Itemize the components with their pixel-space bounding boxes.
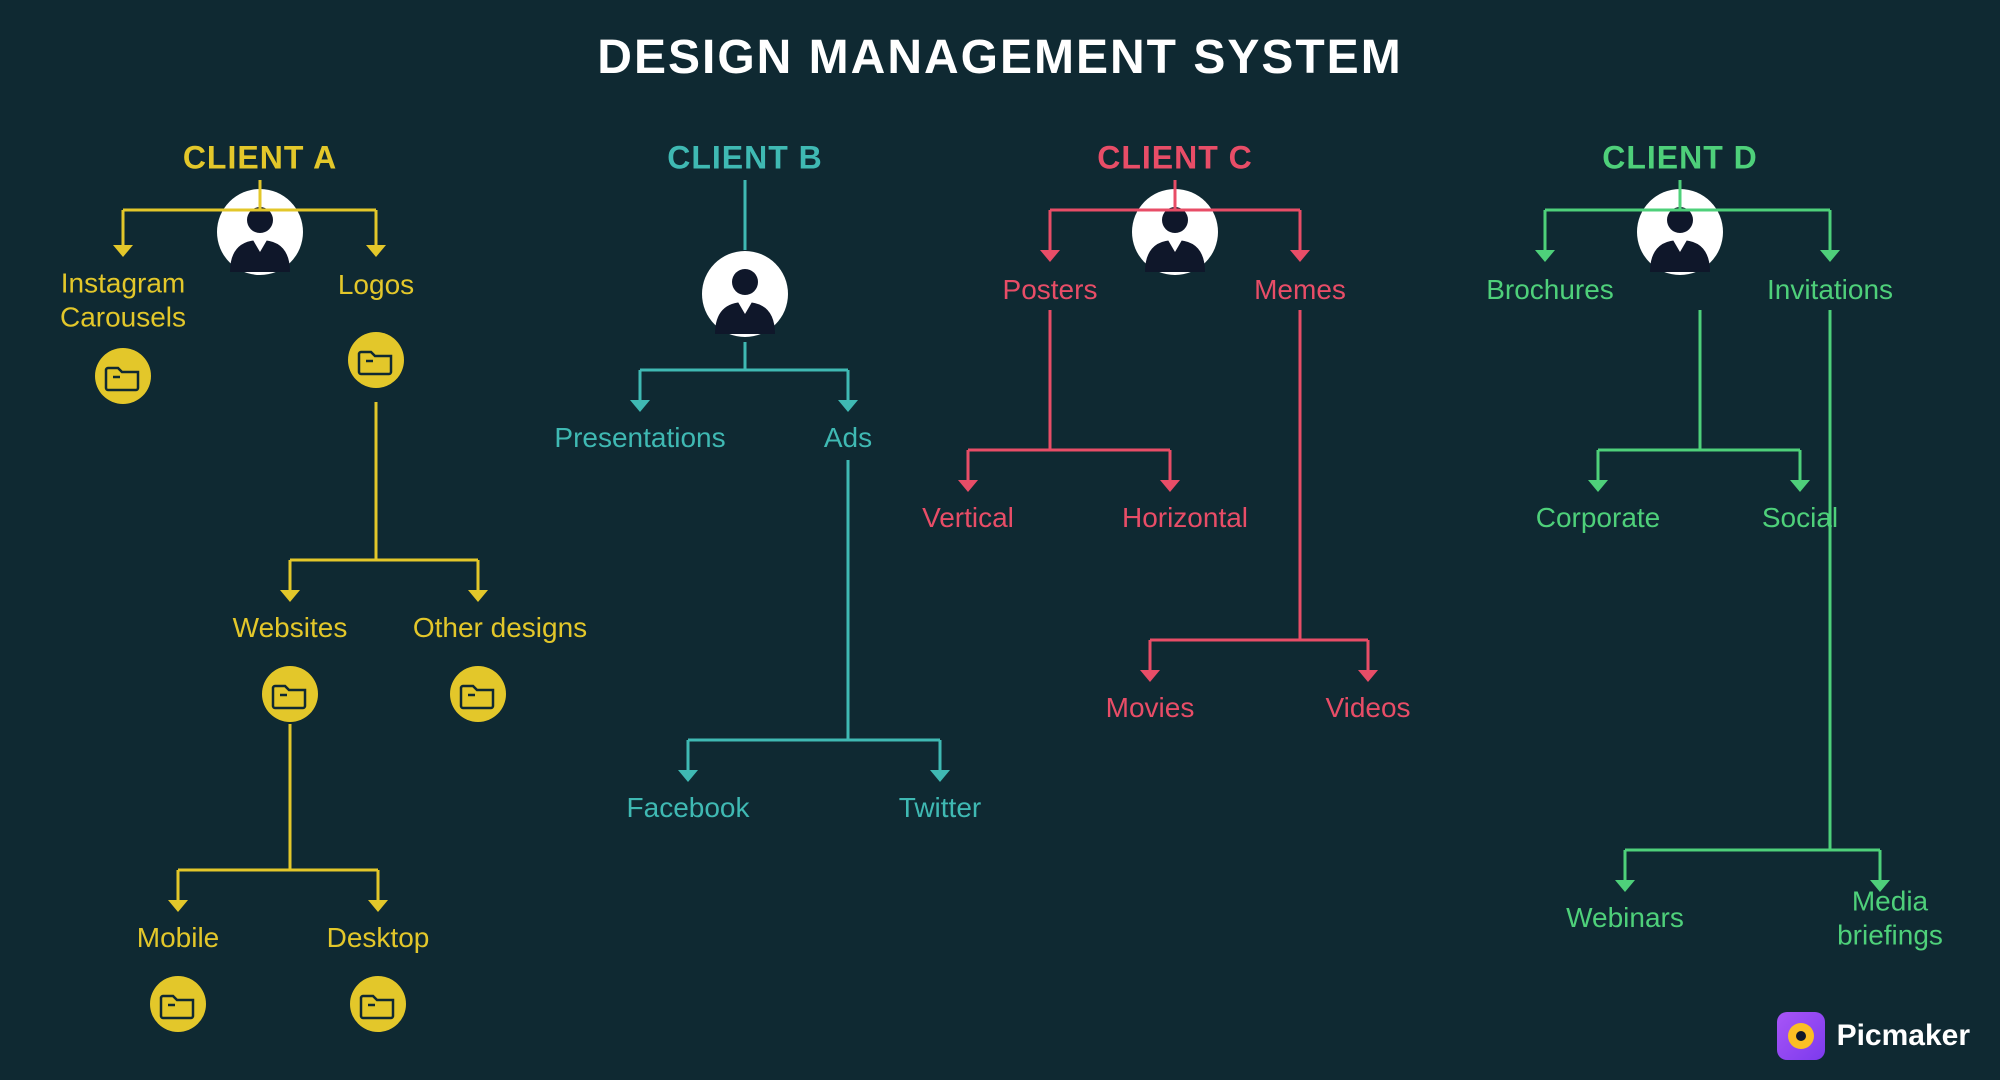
- tree-node-label: Mobile: [137, 921, 219, 955]
- tree-node-label: Websites: [233, 611, 348, 645]
- brand-name: Picmaker: [1837, 1019, 1970, 1053]
- avatar-icon: [702, 251, 788, 337]
- client-title: CLIENT C: [1097, 140, 1253, 177]
- folder-icon: [262, 666, 318, 722]
- tree-node-label: Facebook: [627, 791, 750, 825]
- tree-node-label: Horizontal: [1122, 501, 1248, 535]
- tree-node-label: Videos: [1325, 691, 1410, 725]
- tree-node-label: Memes: [1254, 273, 1346, 307]
- tree-node-label: Desktop: [327, 921, 430, 955]
- folder-icon: [150, 976, 206, 1032]
- tree-node-label: Brochures: [1486, 273, 1614, 307]
- folder-icon: [350, 976, 406, 1032]
- brand-logo: Picmaker: [1777, 1012, 1970, 1060]
- tree-node-label: Webinars: [1566, 901, 1684, 935]
- tree-node-label: Social: [1762, 501, 1838, 535]
- brand-mark-icon: [1777, 1012, 1825, 1060]
- avatar-icon: [217, 189, 303, 275]
- tree-node-label: Vertical: [922, 501, 1014, 535]
- client-title: CLIENT A: [183, 140, 337, 177]
- tree-node-label: Logos: [338, 268, 414, 302]
- tree-node-label: Twitter: [899, 791, 981, 825]
- tree-node-label: Posters: [1003, 273, 1098, 307]
- tree-node-label: Ads: [824, 421, 872, 455]
- avatar-icon: [1637, 189, 1723, 275]
- client-title: CLIENT B: [667, 140, 823, 177]
- folder-icon: [95, 348, 151, 404]
- folder-icon: [450, 666, 506, 722]
- tree-node-label: Invitations: [1767, 273, 1893, 307]
- avatar-icon: [1132, 189, 1218, 275]
- tree-node-label: Corporate: [1536, 501, 1661, 535]
- tree-node-label: Other designs: [413, 611, 587, 645]
- folder-icon: [348, 332, 404, 388]
- tree-node-label: Presentations: [554, 421, 725, 455]
- client-title: CLIENT D: [1602, 140, 1758, 177]
- tree-node-label: Instagram Carousels: [60, 266, 186, 333]
- page-title: DESIGN MANAGEMENT SYSTEM: [0, 30, 2000, 85]
- tree-node-label: Movies: [1106, 691, 1195, 725]
- tree-node-label: Media briefings: [1835, 884, 1945, 951]
